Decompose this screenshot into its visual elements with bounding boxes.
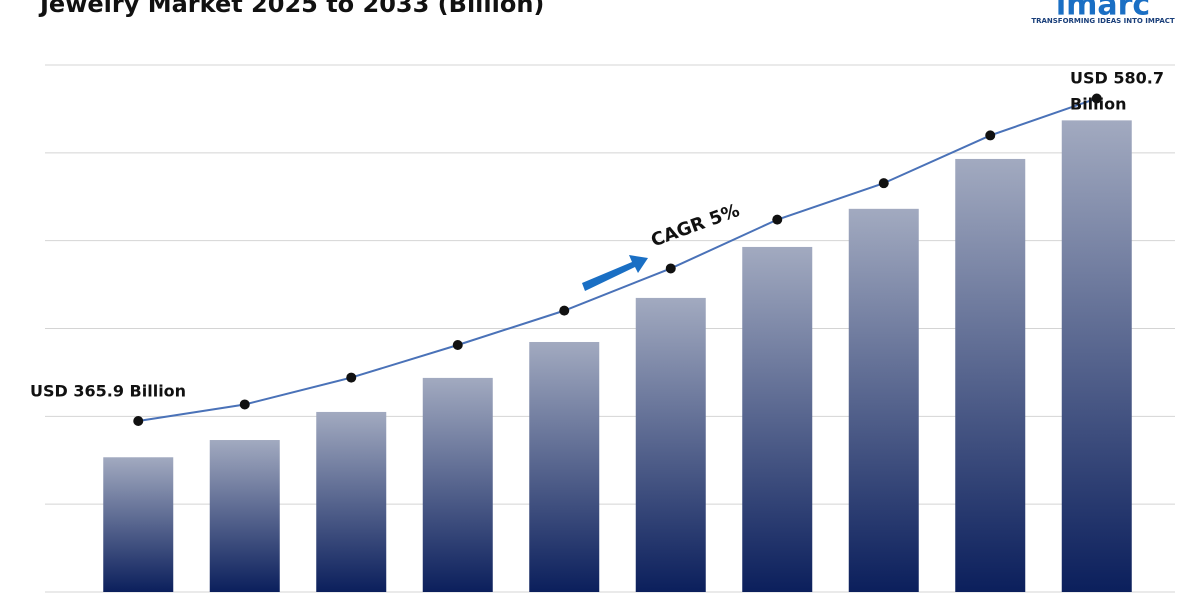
cagr-annotation: CAGR 5%	[648, 200, 742, 251]
trend-point	[772, 214, 783, 225]
bar	[742, 246, 813, 592]
brand-tagline: TRANSFORMING IDEAS INTO IMPACT	[1031, 17, 1175, 25]
end-annotation: USD 580.7	[1070, 69, 1164, 88]
bar	[1061, 120, 1132, 593]
trend-point	[133, 415, 144, 426]
start-annotation: USD 365.9 Billion	[30, 382, 186, 401]
chart-title: Jewelry Market 2025 to 2033 (Billion)	[38, 0, 544, 18]
trend-point	[346, 372, 357, 383]
bar	[529, 341, 600, 592]
trend-line	[138, 97, 1098, 422]
brand-logo: imarc	[1056, 0, 1150, 23]
bar	[422, 377, 493, 592]
trend-point	[559, 305, 570, 316]
bar	[955, 158, 1026, 592]
cagr-arrow	[582, 255, 648, 291]
trend-point	[452, 340, 463, 351]
bar	[209, 440, 280, 592]
trend-point	[985, 130, 996, 141]
bar	[103, 457, 174, 592]
bar	[848, 208, 919, 592]
bar	[635, 297, 706, 592]
bar	[316, 411, 387, 592]
trend-point	[878, 178, 889, 189]
trend-point	[239, 399, 250, 410]
end-annotation: Billion	[1070, 95, 1127, 114]
trend-point	[1091, 93, 1102, 104]
trend-point	[665, 263, 676, 274]
